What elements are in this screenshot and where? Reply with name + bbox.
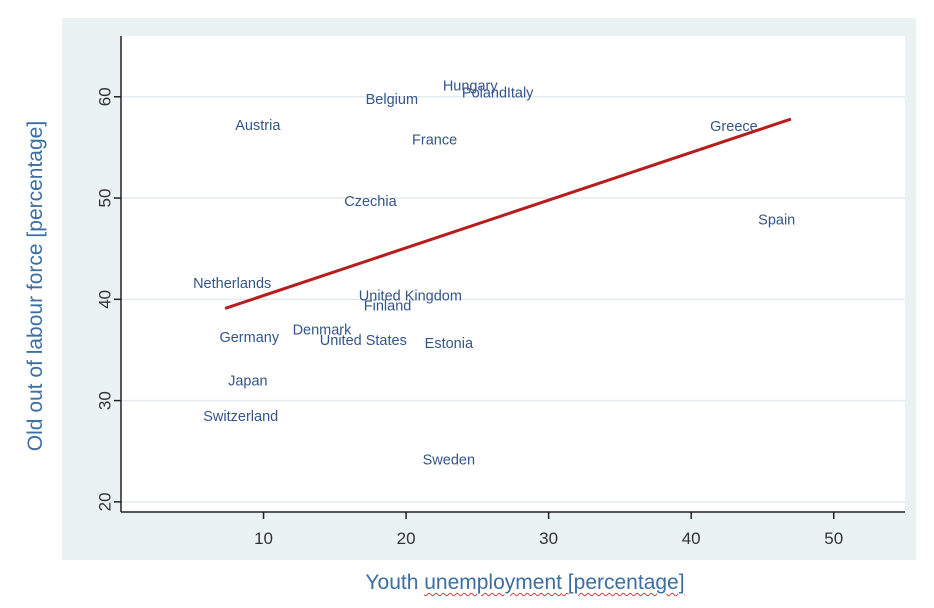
point-label-sweden: Sweden <box>423 452 475 468</box>
y-tick-label: 50 <box>96 189 115 208</box>
point-label-estonia: Estonia <box>425 336 474 352</box>
x-axis-label-part-3: [percentage] <box>561 571 685 594</box>
point-label-united-kingdom: United Kingdom <box>359 288 462 304</box>
plot-region <box>121 36 905 512</box>
x-tick-label: 40 <box>682 529 701 548</box>
point-label-hungary: Hungary <box>443 79 499 95</box>
fit-line <box>224 117 792 310</box>
point-label-poland: Poland <box>462 86 507 102</box>
y-tick-label: 60 <box>96 87 115 106</box>
point-label-belgium: Belgium <box>366 92 418 108</box>
point-label-switzerland: Switzerland <box>203 409 278 425</box>
x-tick-label: 10 <box>254 529 273 548</box>
point-label-japan: Japan <box>228 373 268 389</box>
x-axis-label-part-2: unemployment <box>424 571 562 594</box>
x-tick-label: 20 <box>397 529 416 548</box>
point-label-france: France <box>412 132 457 148</box>
x-axis-label: Youth unemployment [percentage] <box>365 571 684 595</box>
point-label-greece: Greece <box>710 119 758 135</box>
y-tick-label: 40 <box>96 290 115 309</box>
y-tick-label: 30 <box>96 391 115 410</box>
x-axis-label-part-1: Youth <box>365 571 425 594</box>
x-tick-label: 30 <box>539 529 558 548</box>
y-axis-label: Old out of labour force [percentage] <box>24 120 47 452</box>
point-label-netherlands: Netherlands <box>193 276 271 292</box>
x-tick-label: 50 <box>824 529 843 548</box>
point-label-germany: Germany <box>219 330 279 346</box>
point-label-italy: Italy <box>507 86 534 102</box>
point-label-united-states: United States <box>320 333 407 349</box>
point-label-spain: Spain <box>758 212 795 228</box>
point-label-czechia: Czechia <box>344 194 397 210</box>
point-label-austria: Austria <box>235 118 281 134</box>
y-tick-label: 20 <box>96 492 115 511</box>
point-label-finland: Finland <box>364 298 412 314</box>
point-label-denmark: Denmark <box>293 323 353 339</box>
